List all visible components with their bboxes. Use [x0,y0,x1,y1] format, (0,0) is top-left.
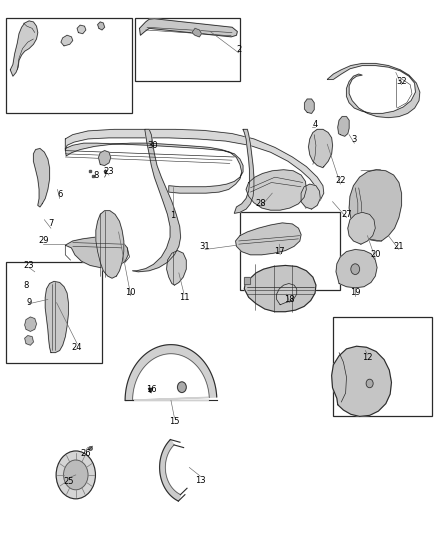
Polygon shape [96,211,124,278]
Text: 8: 8 [93,171,99,180]
Text: 15: 15 [169,417,180,426]
Circle shape [64,460,88,490]
Polygon shape [99,151,111,165]
Polygon shape [348,212,375,244]
Polygon shape [65,130,324,208]
Text: 19: 19 [350,287,360,296]
Polygon shape [25,317,36,332]
Polygon shape [336,249,377,288]
Polygon shape [98,22,105,30]
Circle shape [351,264,360,274]
Circle shape [177,382,186,392]
Text: 25: 25 [63,478,74,486]
Text: 10: 10 [126,287,136,296]
Polygon shape [338,117,349,136]
Polygon shape [125,345,217,400]
Polygon shape [61,35,73,46]
Circle shape [366,379,373,387]
Bar [6,18,132,114]
Polygon shape [25,336,33,345]
Text: 26: 26 [81,449,91,458]
Polygon shape [304,99,314,114]
Polygon shape [277,284,297,305]
Text: 18: 18 [284,295,295,304]
Polygon shape [65,143,243,193]
Polygon shape [246,169,306,210]
Text: 8: 8 [23,280,29,289]
Polygon shape [159,440,180,501]
Polygon shape [236,223,301,255]
Text: 20: 20 [370,251,381,260]
Bar [333,317,432,416]
Text: 31: 31 [200,242,210,251]
Text: 22: 22 [335,176,346,185]
Text: 12: 12 [362,353,373,362]
Text: 6: 6 [57,190,62,199]
Polygon shape [45,281,68,353]
Polygon shape [349,169,402,241]
Polygon shape [308,130,332,167]
Polygon shape [192,28,201,37]
Text: 4: 4 [312,119,318,128]
Text: 16: 16 [146,385,157,394]
Text: 9: 9 [26,298,32,307]
Text: 30: 30 [147,141,158,150]
Text: 32: 32 [396,77,407,86]
Polygon shape [332,346,392,416]
Text: 28: 28 [255,199,266,208]
Text: 1: 1 [170,212,176,221]
Polygon shape [244,265,316,312]
Polygon shape [327,63,420,118]
Circle shape [56,451,95,499]
Polygon shape [11,21,38,76]
Text: 27: 27 [341,210,352,219]
Text: 23: 23 [104,167,114,176]
Polygon shape [301,184,320,209]
Text: 21: 21 [394,242,404,251]
Bar [135,18,240,82]
Polygon shape [140,19,237,37]
Text: 11: 11 [179,293,189,302]
Polygon shape [133,130,180,272]
Text: 29: 29 [38,237,49,246]
Text: 7: 7 [48,220,53,229]
Polygon shape [77,25,86,34]
Polygon shape [166,251,186,285]
Text: 23: 23 [24,261,35,270]
Polygon shape [244,277,250,284]
Polygon shape [65,237,128,268]
Text: 17: 17 [274,247,285,256]
Bar [240,212,340,290]
Text: 3: 3 [352,135,357,144]
Text: 24: 24 [72,343,82,352]
Bar [6,262,102,364]
Text: 13: 13 [195,476,206,484]
Text: 2: 2 [236,45,241,54]
Polygon shape [33,149,49,207]
Polygon shape [234,130,254,213]
